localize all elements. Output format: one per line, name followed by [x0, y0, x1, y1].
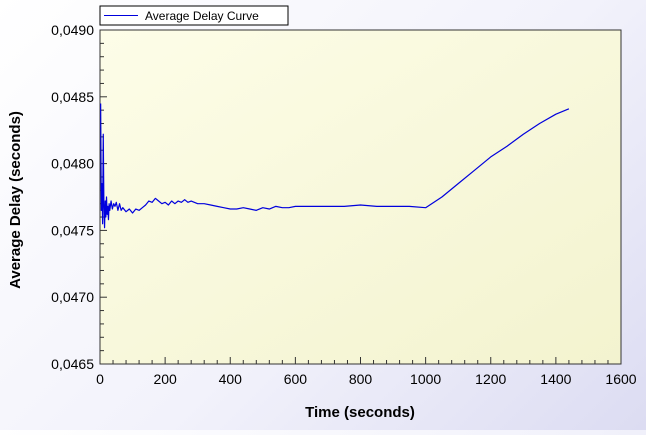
legend: Average Delay Curve — [99, 5, 289, 26]
x-axis-label: Time (seconds) — [305, 404, 415, 421]
y-tick-label: 0,0480 — [51, 156, 94, 172]
series-line-0 — [100, 103, 570, 229]
x-tick-label: 0 — [96, 371, 104, 387]
x-tick-label: 1000 — [410, 371, 441, 387]
x-axis: 0 200 400 600 800 1000 1200 1400 1600 — [96, 357, 637, 387]
x-tick-label: 400 — [219, 371, 243, 387]
legend-box — [99, 5, 289, 26]
y-tick-label: 0,0485 — [51, 89, 94, 105]
x-tick-label: 800 — [349, 371, 373, 387]
x-tick-label: 600 — [284, 371, 308, 387]
y-tick-label: 0,0470 — [51, 289, 94, 305]
series-layer — [100, 103, 570, 229]
y-tick-label: 0,0475 — [51, 222, 94, 238]
plot-area — [99, 29, 622, 365]
y-axis-label: Average Delay (seconds) — [7, 111, 24, 289]
legend-entry-label: Average Delay Curve — [145, 9, 259, 23]
x-tick-label: 1600 — [605, 371, 636, 387]
x-tick-label: 1200 — [475, 371, 506, 387]
x-tick-label: 200 — [153, 371, 177, 387]
y-tick-label: 0,0490 — [51, 22, 94, 38]
y-tick-label: 0,0465 — [51, 356, 94, 372]
x-tick-label: 1400 — [540, 371, 571, 387]
y-axis: 0,0465 0,0470 0,0475 0,0480 0,0485 0,0490 — [51, 22, 107, 372]
